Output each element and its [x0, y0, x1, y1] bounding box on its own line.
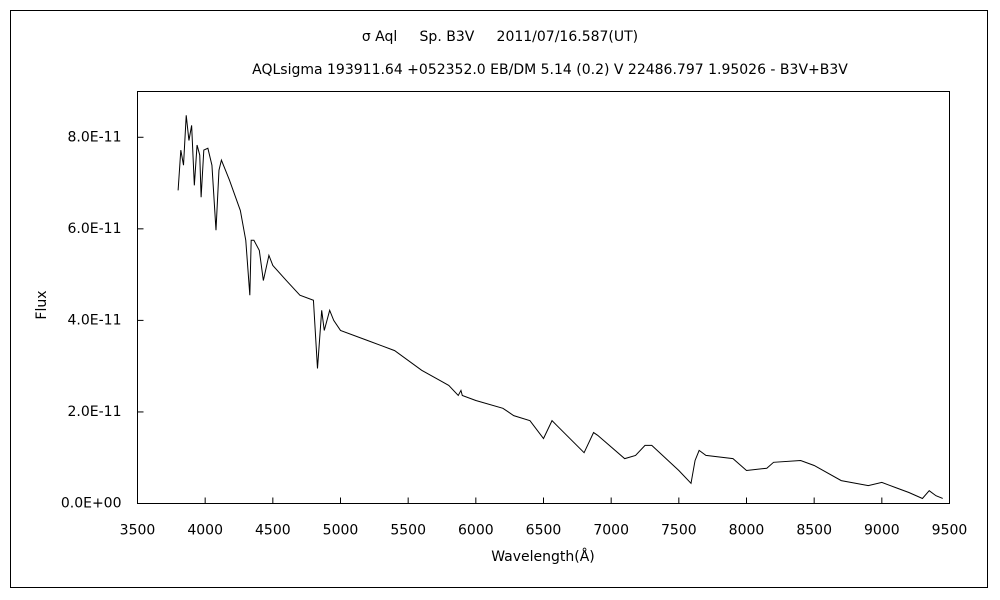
y-tick-label: 4.0E-11	[68, 312, 122, 328]
chart-title: σ Aql Sp. B3V 2011/07/16.587(UT)	[362, 29, 638, 45]
x-tick-label: 5000	[323, 523, 359, 539]
outer-frame	[10, 10, 988, 588]
x-tick-label: 6500	[526, 523, 562, 539]
x-tick-label: 4500	[255, 523, 291, 539]
y-axis-label: Flux	[34, 290, 50, 319]
spectrum-line	[177, 115, 943, 500]
x-tick-label: 6000	[458, 523, 494, 539]
x-tick-label: 4000	[187, 523, 223, 539]
x-tick-label: 9500	[932, 523, 968, 539]
x-tick-label: 9000	[864, 523, 900, 539]
y-tick-label: 8.0E-11	[68, 129, 122, 145]
y-tick-label: 2.0E-11	[68, 404, 122, 420]
x-tick-label: 8000	[729, 523, 765, 539]
x-tick-label: 8500	[796, 523, 832, 539]
x-axis-label: Wavelength(Å)	[491, 548, 595, 565]
y-tick-label: 6.0E-11	[68, 221, 122, 237]
x-tick-label: 5500	[390, 523, 426, 539]
y-tick-label: 0.0E+00	[61, 496, 122, 512]
x-tick-label: 7500	[661, 523, 697, 539]
x-tick-label: 7000	[593, 523, 629, 539]
x-tick-label: 3500	[120, 523, 156, 539]
chart-subtitle: AQLsigma 193911.64 +052352.0 EB/DM 5.14 …	[252, 62, 848, 78]
